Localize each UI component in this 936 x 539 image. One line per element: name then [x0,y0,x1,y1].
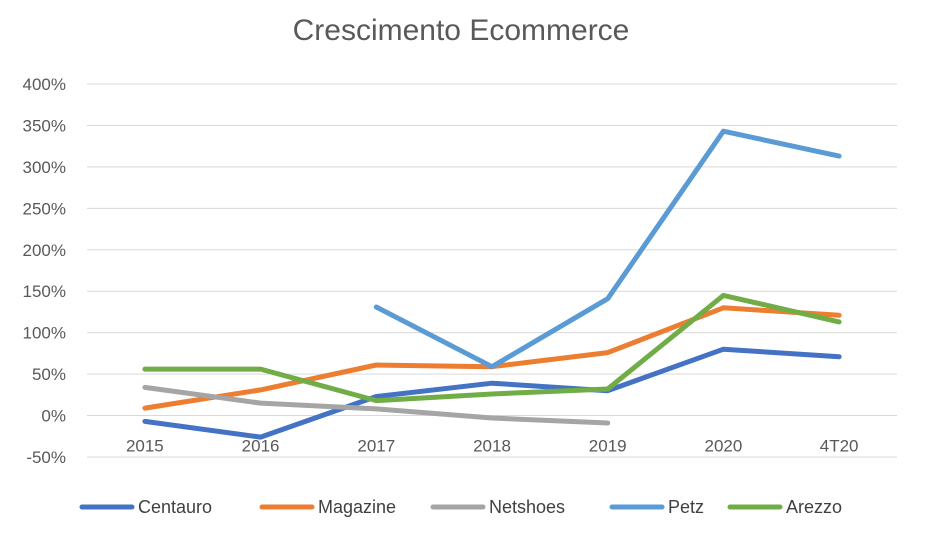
y-tick-label: 0% [41,407,66,426]
y-tick-label: 200% [23,241,66,260]
y-tick-label: 150% [23,282,66,301]
y-tick-label: 100% [23,324,66,343]
x-tick-label: 2020 [705,437,743,456]
y-tick-label: 300% [23,158,66,177]
legend-item-magazine: Magazine [259,497,396,517]
y-tick-label: 50% [32,365,66,384]
legend-label-centauro: Centauro [138,497,212,517]
y-tick-label: -50% [26,448,66,467]
series-line-netshoes [142,384,611,426]
legend: Centauro Magazine Netshoes Petz Arezzo [79,497,842,517]
x-axis-tick-labels: 2015 2016 2017 2018 2019 2020 4T20 [126,437,859,456]
x-tick-label: 2017 [357,437,395,456]
legend-item-netshoes: Netshoes [430,497,565,517]
gridlines [87,83,897,458]
series-lines [142,128,842,440]
legend-item-petz: Petz [609,497,704,517]
x-tick-label: 2018 [473,437,511,456]
series-line-petz [373,128,842,370]
legend-label-arezzo: Arezzo [786,497,842,517]
x-tick-label: 4T20 [820,437,859,456]
series-line-centauro [142,346,842,440]
legend-label-magazine: Magazine [318,497,396,517]
x-tick-label: 2015 [126,437,164,456]
x-tick-label: 2019 [589,437,627,456]
legend-label-netshoes: Netshoes [489,497,565,517]
y-tick-label: 350% [23,116,66,135]
y-tick-label: 400% [23,75,66,94]
y-axis-tick-labels: -50% 0% 50% 100% 150% 200% 250% 300% 350% 400% [23,75,66,467]
y-tick-label: 250% [23,199,66,218]
legend-item-centauro: Centauro [79,497,212,517]
legend-item-arezzo: Arezzo [727,497,842,517]
legend-label-petz: Petz [668,497,704,517]
x-tick-label: 2016 [242,437,280,456]
series-line-arezzo [142,292,842,404]
chart-title: Crescimento Ecommerce [293,14,630,47]
